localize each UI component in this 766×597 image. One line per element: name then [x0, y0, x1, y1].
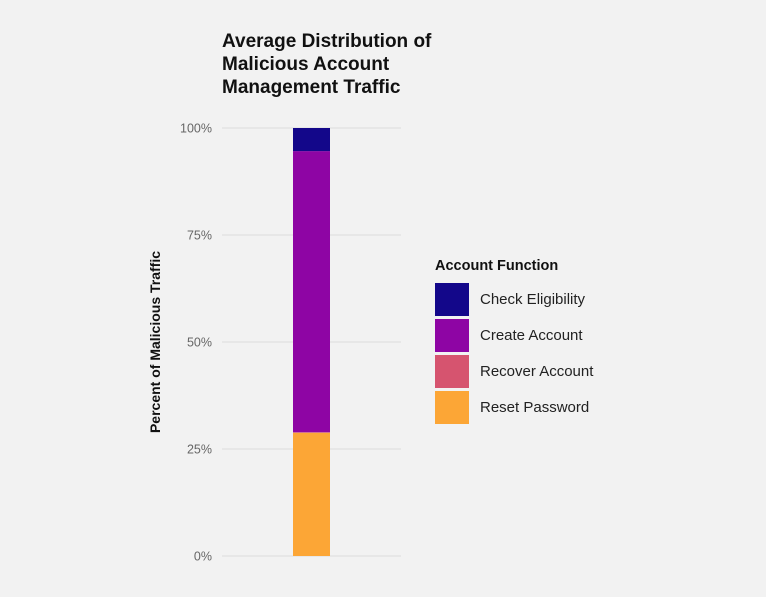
bar-segment-check-eligibility — [293, 128, 330, 152]
legend-swatch-check-eligibility — [435, 283, 469, 316]
legend-label-create-account: Create Account — [480, 327, 583, 344]
chart-title-line-3: Management Traffic — [222, 77, 401, 98]
legend-item-reset-password: Reset Password — [435, 391, 589, 424]
chart-title-line-2: Malicious Account — [222, 54, 390, 75]
chart-title-line-1: Average Distribution of — [222, 31, 432, 52]
legend-label-check-eligibility: Check Eligibility — [480, 291, 586, 308]
bar-segment-create-account — [293, 151, 330, 433]
bar-segment-reset-password — [293, 432, 330, 556]
legend-label-recover-account: Recover Account — [480, 363, 594, 380]
y-tick-label-75: 75% — [187, 229, 212, 243]
legend-swatch-recover-account — [435, 355, 469, 388]
legend-item-recover-account: Recover Account — [435, 355, 593, 388]
y-tick-label-25: 25% — [187, 443, 212, 457]
legend-swatch-reset-password — [435, 391, 469, 424]
legend-label-reset-password: Reset Password — [480, 399, 590, 416]
y-tick-label-50: 50% — [187, 336, 212, 350]
legend-item-check-eligibility: Check Eligibility — [435, 283, 585, 316]
legend-title: Account Function — [435, 258, 559, 274]
y-tick-label-0: 0% — [194, 550, 212, 564]
legend-swatch-create-account — [435, 319, 469, 352]
y-tick-label-100: 100% — [180, 122, 212, 136]
legend-item-create-account: Create Account — [435, 319, 583, 352]
